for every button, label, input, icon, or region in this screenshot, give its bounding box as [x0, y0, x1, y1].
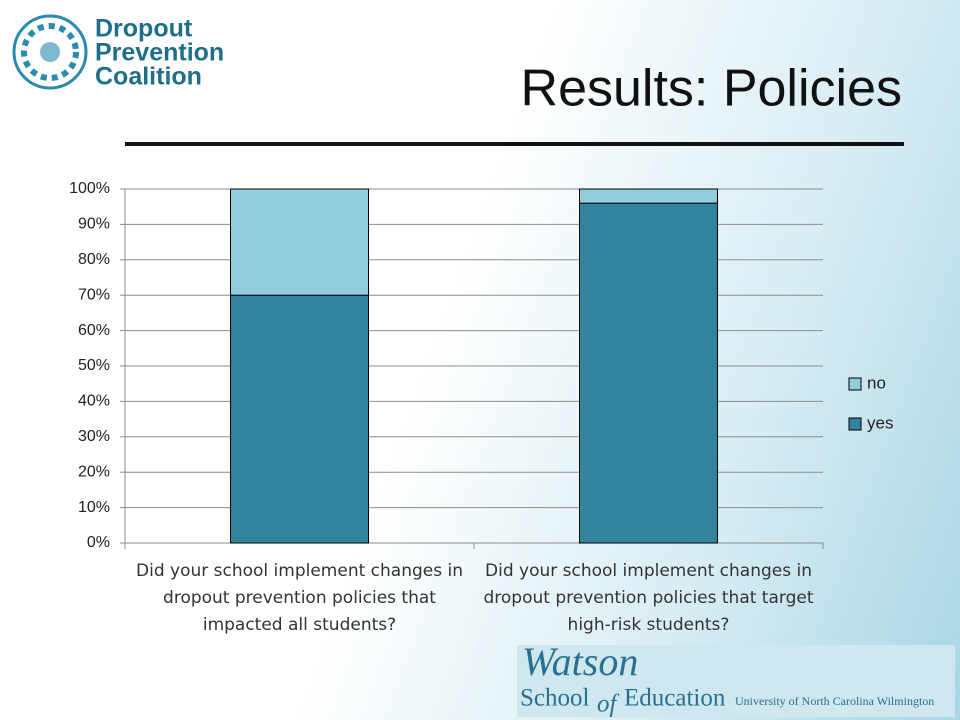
- footer-logo-box: [517, 645, 955, 717]
- y-tick-label: 0%: [87, 534, 110, 551]
- y-tick-label: 70%: [78, 286, 110, 303]
- x-tick-label: Did your school implement changes in dro…: [136, 561, 463, 635]
- bar-segment: [230, 294, 369, 544]
- y-tick-label: 20%: [78, 463, 110, 480]
- footer-logo-name: Watson: [522, 639, 638, 684]
- x-tick-label: Did your school implement changes in dro…: [483, 561, 814, 635]
- y-tick-label: 100%: [69, 180, 110, 197]
- footer-logo-school: School: [520, 685, 590, 712]
- bar-segment: [579, 202, 718, 544]
- logo-text: Prevention: [95, 39, 224, 67]
- title-rule: [125, 142, 904, 146]
- y-tick-label: 60%: [78, 322, 110, 339]
- legend-label: no: [867, 373, 886, 392]
- legend-swatch: [848, 417, 862, 431]
- y-tick-label: 90%: [78, 216, 110, 233]
- logo-text: Coalition: [95, 63, 202, 91]
- chart-title: Results: Policies: [521, 60, 902, 118]
- logo-text: Dropout: [95, 15, 193, 43]
- bar-segment: [579, 188, 718, 204]
- footer-logo-education: Education: [624, 685, 726, 712]
- y-tick-label: 10%: [78, 499, 110, 516]
- footer-logo-of: of: [597, 691, 620, 718]
- y-tick-label: 50%: [78, 357, 110, 374]
- y-tick-label: 30%: [78, 428, 110, 445]
- y-tick-label: 40%: [78, 393, 110, 410]
- logo-emblem: [12, 14, 88, 90]
- bar-segment: [230, 188, 369, 296]
- legend-swatch: [848, 377, 862, 391]
- footer-logo-university: University of North Carolina Wilmington: [735, 694, 934, 708]
- y-tick-label: 80%: [78, 251, 110, 268]
- legend-label: yes: [867, 413, 893, 432]
